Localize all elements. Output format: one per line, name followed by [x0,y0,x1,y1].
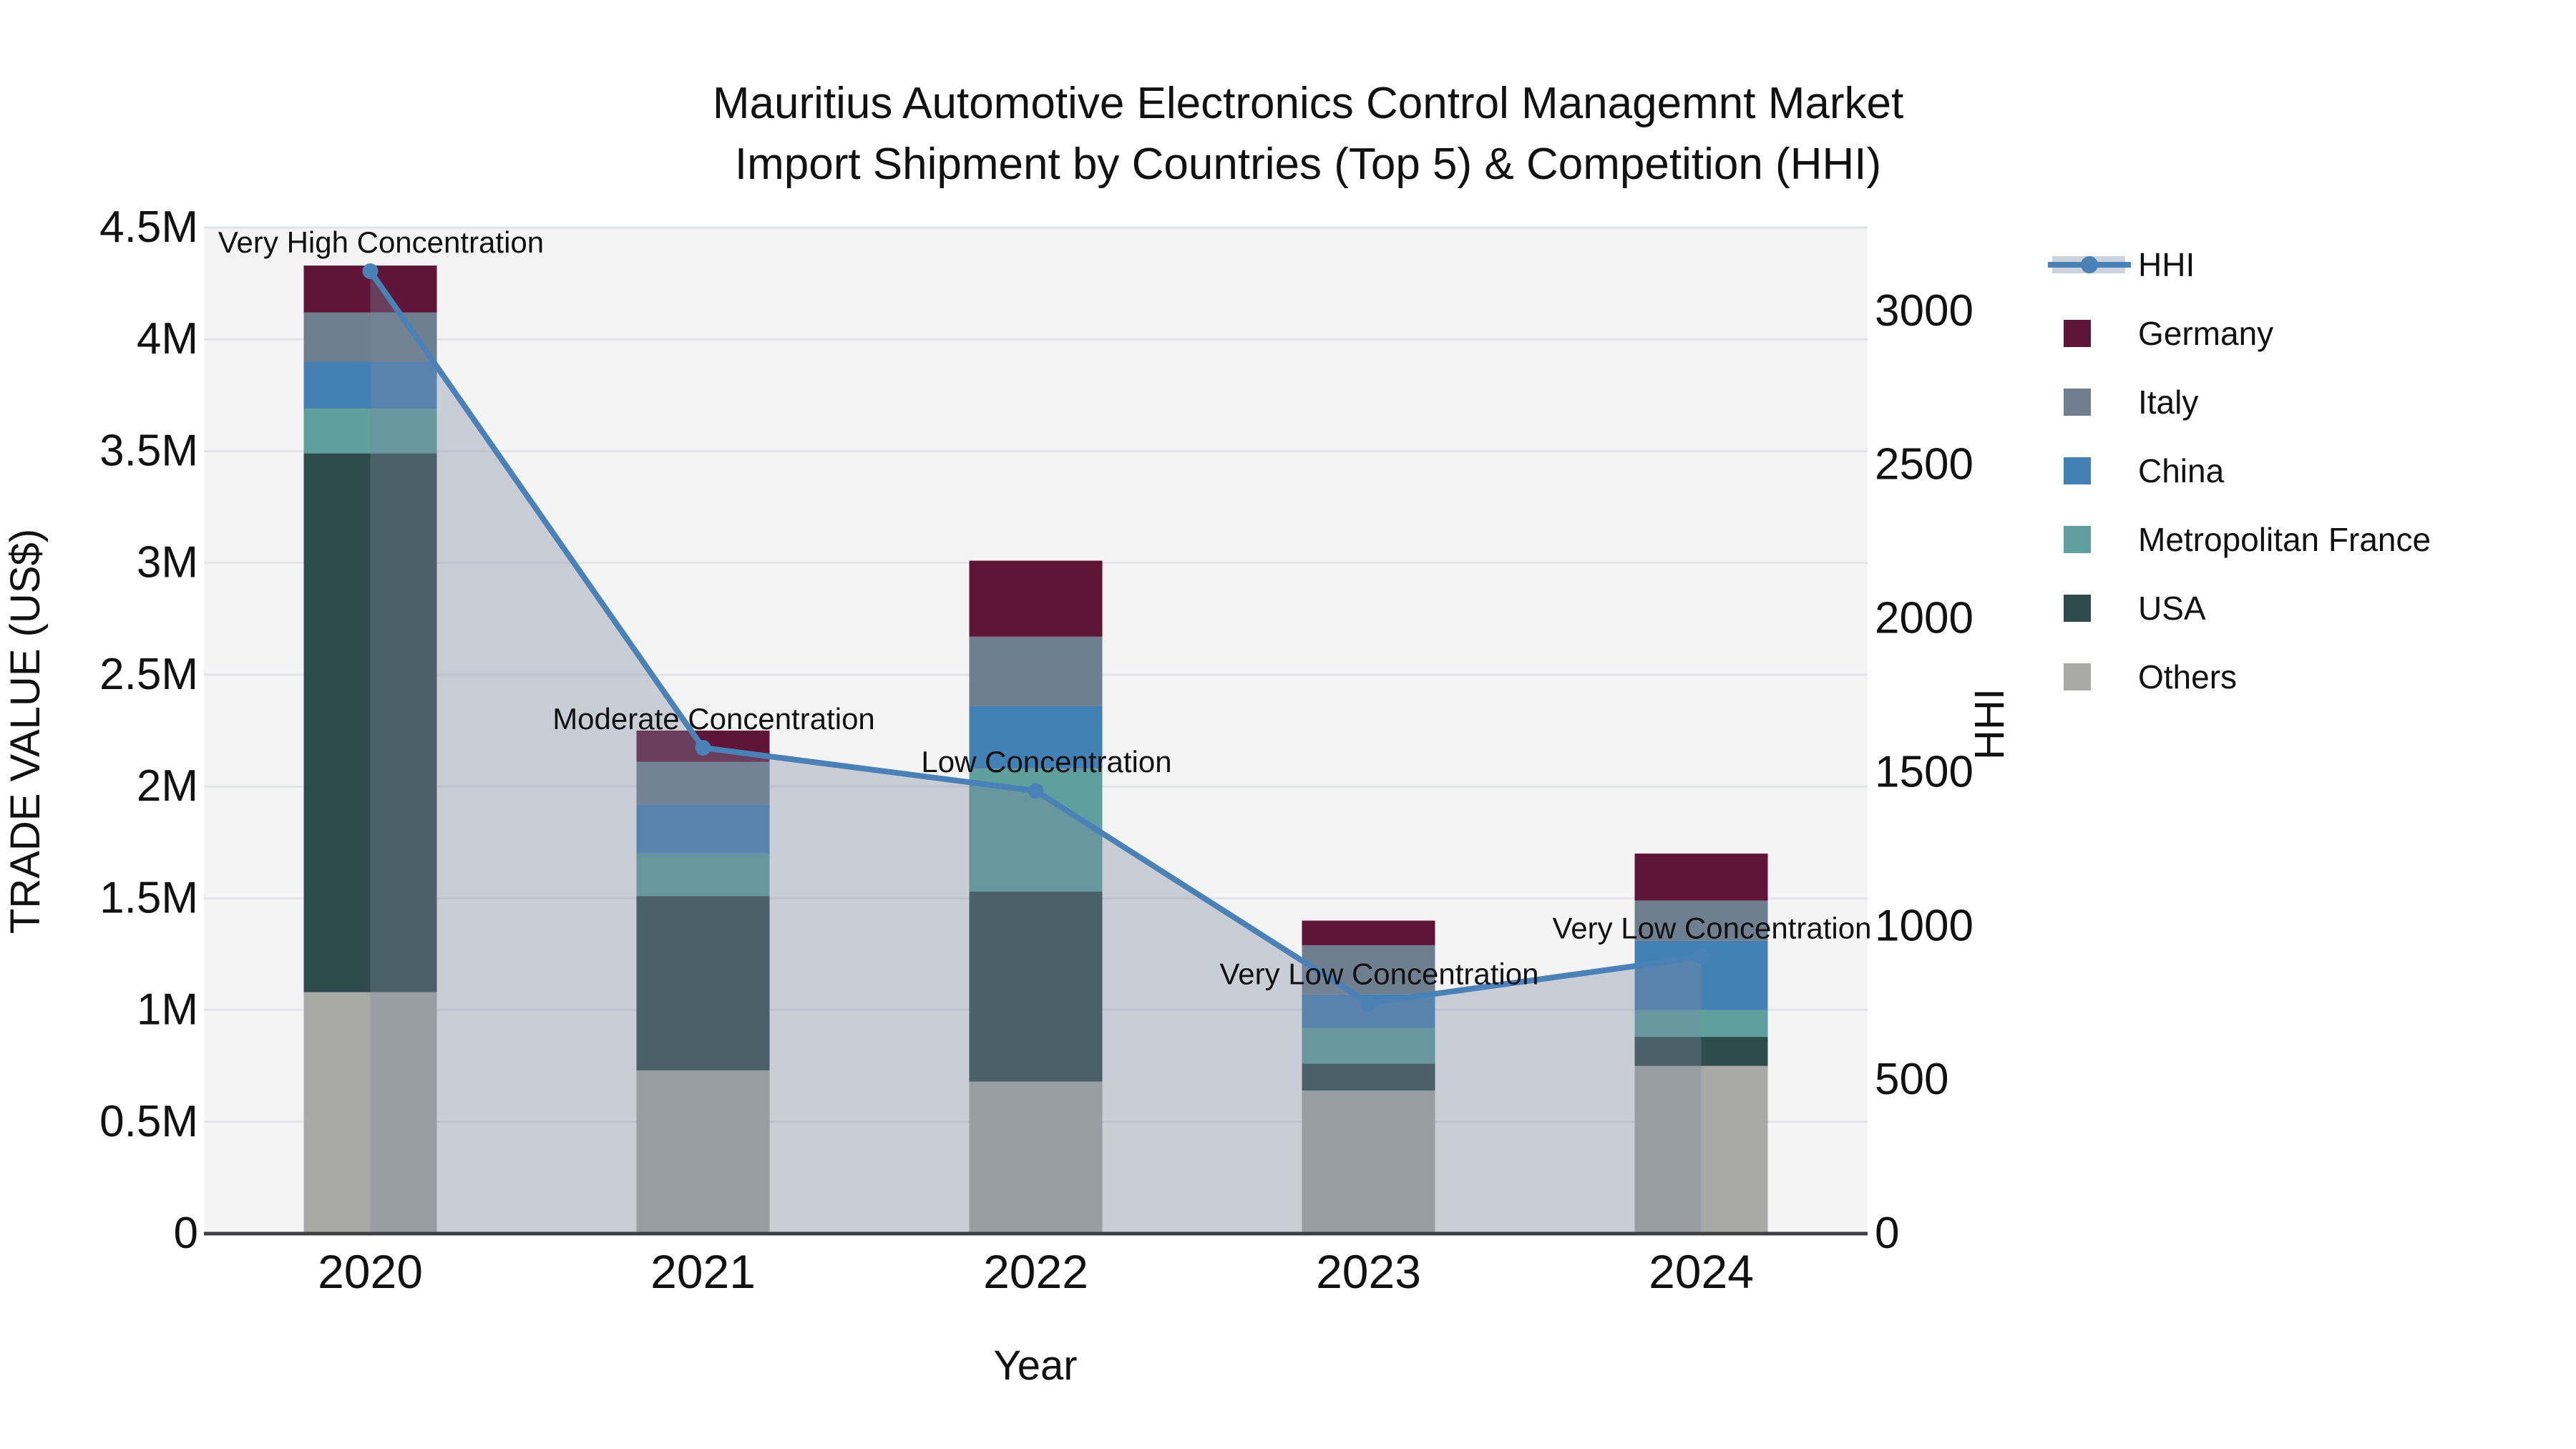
legend-item-others[interactable]: Others [2064,658,2237,696]
legend-swatch-icon [2064,526,2091,553]
y-right-tick-label: 1000 [1875,901,1974,950]
bar-segment-italy-2023[interactable] [1302,945,1435,995]
y-left-tick-label: 2M [137,761,198,811]
y-left-tick-label: 0 [174,1209,198,1258]
annotation-2021: Moderate Concentration [552,702,875,736]
legend-swatch-icon [2064,663,2091,691]
y-left-axis-title: TRADE VALUE (US$) [2,529,49,934]
legend-label: HHI [2138,246,2195,283]
bar-segment-germany-2024[interactable] [1634,853,1768,901]
y-right-tick-label: 3000 [1875,286,1974,336]
annotation-2022: Low Concentration [921,745,1171,779]
x-tick-label-2023: 2023 [1316,1245,1421,1298]
bars-layer [303,265,1768,1234]
legend-swatch-icon [2064,457,2091,484]
tick-labels-right-layer: 0 500 1000 1500 2000 2500 3000 [1875,286,1974,1258]
legend-item-germany[interactable]: Germany [2064,315,2273,352]
y-left-tick-label: 2.5M [99,650,198,699]
bar-segment-china-2021[interactable] [636,804,770,854]
hhi-marker-2021[interactable] [695,740,711,756]
legend-swatch-icon [2064,595,2091,622]
legend-label: Italy [2138,384,2198,421]
legend: HHI Germany Italy China Metropolitan France U… [2048,246,2431,696]
chart-title-line1: Mauritius Automotive Electronics Control… [713,79,1903,128]
legend-label: Others [2138,658,2237,696]
hhi-marker-2023[interactable] [1360,995,1377,1011]
y-left-tick-label: 3.5M [99,426,198,475]
y-left-tick-label: 1.5M [99,873,198,922]
bar-segment-metropolitan-france-2024[interactable] [1634,1010,1768,1038]
x-tick-label-2021: 2021 [650,1245,756,1298]
y-left-tick-label: 0.5M [99,1097,198,1146]
y-left-tick-label: 3M [137,538,198,587]
bar-segment-usa-2020[interactable] [303,453,437,992]
legend-label: Metropolitan France [2138,521,2431,558]
bar-segment-metropolitan-france-2021[interactable] [636,853,770,897]
hhi-marker-2024[interactable] [1693,949,1709,965]
x-tick-label-2022: 2022 [983,1245,1088,1298]
legend-item-italy[interactable]: Italy [2064,384,2198,421]
y-right-axis-title: HHI [1966,688,2013,760]
bar-segment-usa-2023[interactable] [1302,1063,1435,1091]
legend-item-hhi[interactable]: HHI [2048,246,2195,283]
y-left-tick-label: 1M [137,985,198,1035]
legend-item-china[interactable]: China [2064,452,2225,489]
annotation-2023: Very Low Concentration [1220,957,1539,991]
tick-labels-x-layer: 2020 2021 2022 2023 2024 [318,1245,1754,1298]
y-right-tick-label: 2000 [1875,594,1974,643]
bar-segment-others-2022[interactable] [969,1081,1103,1234]
y-left-tick-label: 4M [137,314,198,364]
bar-segment-others-2024[interactable] [1634,1065,1768,1234]
legend-item-metropolitan-france[interactable]: Metropolitan France [2064,521,2431,558]
bar-segment-metropolitan-france-2023[interactable] [1302,1028,1435,1064]
legend-label: Germany [2138,315,2273,352]
hhi-marker-2020[interactable] [362,263,379,280]
hhi-marker-2022[interactable] [1028,783,1044,799]
tick-labels-left-layer: 0 0.5M 1M 1.5M 2M 2.5M 3M 3.5M 4M 4.5M [99,203,198,1258]
annotation-2020: Very High Concentration [218,225,544,259]
bar-segment-italy-2024[interactable] [1634,900,1768,941]
bar-segment-usa-2024[interactable] [1634,1037,1768,1066]
bar-segment-metropolitan-france-2020[interactable] [303,409,437,454]
hhi-area-layer [370,271,1702,1234]
y-right-tick-label: 1500 [1875,747,1974,796]
bar-segment-china-2022[interactable] [969,706,1103,769]
bar-segment-italy-2021[interactable] [636,761,770,805]
hhi-legend-marker-icon [2081,256,2098,273]
bar-segment-germany-2022[interactable] [969,560,1103,637]
y-right-tick-label: 2500 [1875,440,1974,489]
y-right-tick-label: 500 [1875,1055,1948,1104]
bar-segment-germany-2023[interactable] [1302,920,1435,945]
legend-swatch-icon [2064,320,2091,347]
bar-segment-china-2020[interactable] [303,361,437,409]
bar-segment-others-2021[interactable] [636,1070,770,1234]
x-axis-title: Year [993,1342,1077,1389]
x-tick-label-2020: 2020 [318,1245,423,1298]
annotations-layer: Very High Concentration Moderate Concentr… [218,225,1872,991]
bar-segment-usa-2021[interactable] [636,896,770,1070]
legend-label: USA [2138,590,2206,627]
legend-label: China [2138,452,2225,489]
y-right-tick-label: 0 [1875,1209,1899,1258]
legend-item-usa[interactable]: USA [2064,590,2206,627]
bar-segment-italy-2022[interactable] [969,636,1103,706]
chart-title-line2: Import Shipment by Countries (Top 5) & C… [735,140,1881,189]
x-tick-label-2024: 2024 [1649,1245,1754,1298]
hhi-line-layer [362,263,1709,1011]
bar-segment-usa-2022[interactable] [969,891,1103,1082]
hhi-area-fill [370,271,1702,1234]
y-left-tick-label: 4.5M [99,203,198,252]
bar-segment-others-2023[interactable] [1302,1091,1435,1234]
bar-segment-others-2020[interactable] [303,992,437,1234]
annotation-2024: Very Low Concentration [1553,911,1872,945]
legend-swatch-icon [2064,389,2091,416]
